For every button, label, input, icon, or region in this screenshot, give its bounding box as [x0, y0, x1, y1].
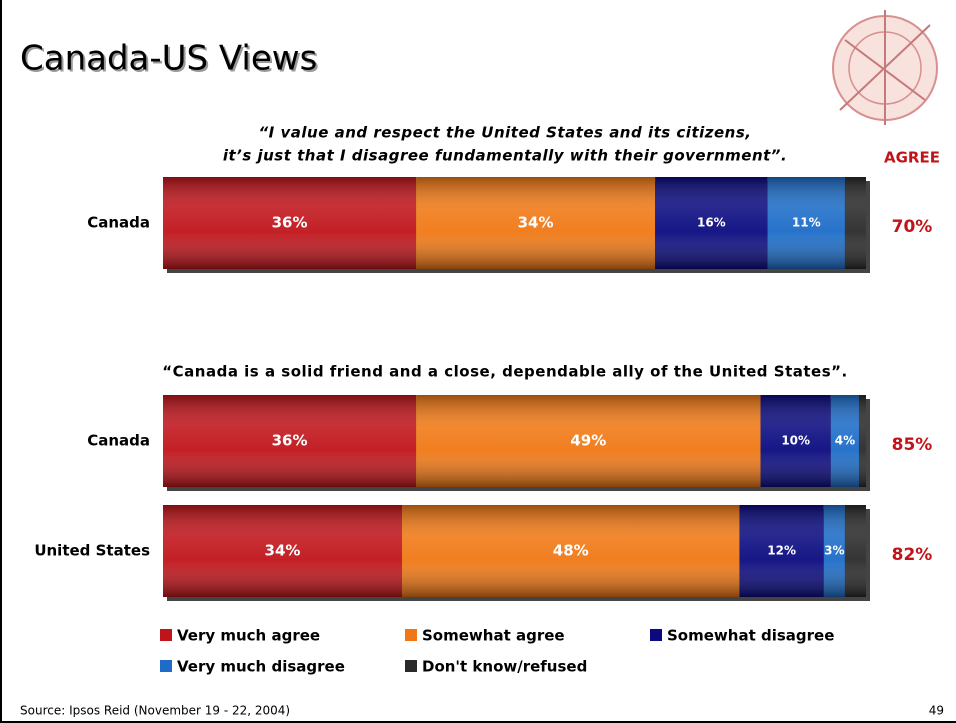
category-label: United States	[34, 542, 150, 560]
bar-shading	[402, 505, 740, 597]
value-label: 36%	[272, 432, 308, 450]
bar-shading	[823, 505, 845, 597]
title: Canada-US Views	[20, 39, 317, 79]
legend-label: Somewhat disagree	[667, 627, 834, 645]
legend-swatch	[405, 629, 417, 641]
value-label: 48%	[553, 542, 589, 560]
category-label: Canada	[87, 214, 150, 232]
bar-shading	[760, 395, 831, 487]
legend-swatch	[160, 629, 172, 641]
bar-shading	[163, 177, 417, 269]
value-label: 34%	[518, 214, 554, 232]
value-label: 12%	[767, 544, 796, 558]
value-label: 36%	[272, 214, 308, 232]
category-label: Canada	[87, 432, 150, 450]
bar-shading	[858, 395, 866, 487]
bar-shading	[163, 505, 403, 597]
bar-shading	[739, 505, 824, 597]
bar-shading	[830, 395, 859, 487]
source: Source: Ipsos Reid (November 19 - 22, 20…	[20, 704, 290, 718]
charts: “I value and respect the United States a…	[34, 124, 940, 676]
legend-swatch	[650, 629, 662, 641]
bar-shading	[655, 177, 768, 269]
value-label: 34%	[265, 542, 301, 560]
value-label: 10%	[781, 434, 810, 448]
quote: “Canada is a solid friend and a close, d…	[162, 363, 847, 381]
legend-swatch	[405, 660, 417, 672]
legend-label: Don't know/refused	[422, 658, 587, 676]
compass-logo	[832, 10, 938, 125]
bar-shading	[416, 395, 761, 487]
legend-swatch	[160, 660, 172, 672]
value-label: 3%	[824, 544, 844, 558]
quote: it’s just that I disagree fundamentally …	[223, 147, 787, 165]
value-label: 16%	[697, 216, 726, 230]
legend-label: Very much disagree	[177, 658, 345, 676]
legend-label: Somewhat agree	[422, 627, 565, 645]
page-number: 49	[929, 704, 944, 718]
bar-shading	[163, 395, 417, 487]
agree-header: AGREE	[884, 149, 940, 167]
agree-total: 70%	[892, 217, 933, 237]
value-label: 4%	[835, 434, 855, 448]
value-label: 49%	[570, 432, 606, 450]
bar-shading	[767, 177, 845, 269]
agree-total: 82%	[892, 545, 933, 565]
value-label: 11%	[792, 216, 821, 230]
bar-shading	[844, 177, 866, 269]
bar-shading	[416, 177, 656, 269]
quote: “I value and respect the United States a…	[259, 124, 752, 142]
title-shadow: Canada-US Views	[22, 41, 319, 81]
bar-shading	[844, 505, 866, 597]
legend-label: Very much agree	[177, 627, 320, 645]
agree-total: 85%	[892, 435, 933, 455]
